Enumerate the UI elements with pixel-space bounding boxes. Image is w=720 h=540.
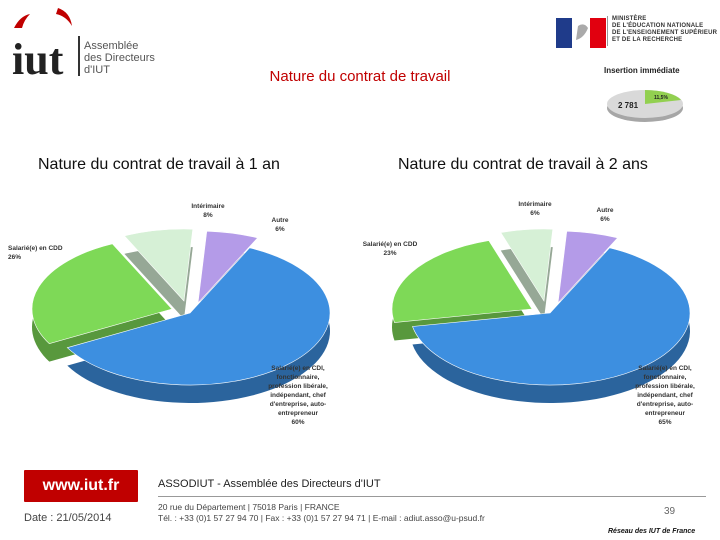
- website-link[interactable]: www.iut.fr: [24, 470, 138, 502]
- insertion-big-label: 2 781: [618, 101, 639, 110]
- pie-slice: [557, 230, 619, 304]
- pie-slice-label: Intérimaire 6%: [518, 201, 552, 217]
- pie-slice: [500, 228, 554, 302]
- ministry-line: DE L'ENSEIGNEMENT SUPÉRIEUR: [612, 30, 718, 36]
- pie-chart-1-an: Salarié(e) en CDI, fonctionnaire, professi…: [8, 203, 331, 426]
- pie-slice: [66, 247, 331, 386]
- ministry-line: ET DE LA RECHERCHE: [612, 37, 683, 43]
- insertion-pie: 2 781 11,5%: [607, 90, 683, 122]
- pie-slice: [412, 247, 691, 386]
- footer-address-block: 20 rue du Département | 75018 Paris | FR…: [158, 502, 485, 524]
- insertion-small-label: 11,5%: [654, 95, 668, 101]
- pie-chart-2-ans: Salarié(e) en CDI, fonctionnaire, professi…: [363, 201, 695, 426]
- insertion-title: Insertion immédiate: [604, 66, 680, 75]
- page-number: 39: [664, 506, 676, 517]
- marianne-logo: [556, 18, 606, 48]
- pie-slice-label: Intérimaire 8%: [191, 203, 225, 219]
- pie-slice-label: Salarié(e) en CDI, fonctionnaire, professi…: [268, 365, 328, 426]
- ministry-divider: [607, 16, 608, 46]
- logo-line: des Directeurs: [84, 52, 155, 64]
- logo-line: d'IUT: [84, 64, 110, 76]
- logo-divider: [78, 36, 80, 76]
- network-signature: Réseau des IUT de France: [608, 528, 696, 535]
- pie-slice: [123, 228, 194, 302]
- pie-slice-label: Salarié(e) en CDD 26%: [8, 245, 63, 261]
- ministry-line: DE L'ÉDUCATION NATIONALE: [612, 23, 704, 29]
- ministry-line: MINISTÈRE: [612, 16, 647, 22]
- footer-contact: Tél. : +33 (0)1 57 27 94 70 | Fax : +33 …: [158, 513, 485, 523]
- footer-address: 20 rue du Département | 75018 Paris | FR…: [158, 502, 340, 512]
- pie-slice-label: Salarié(e) en CDD 23%: [363, 241, 418, 257]
- chart-left-title: Nature du contrat de travail à 1 an: [38, 156, 280, 173]
- logo-line: Assemblée: [84, 40, 139, 52]
- pie-slice: [31, 243, 173, 345]
- footer-divider: [158, 496, 706, 497]
- pie-slice-label: Salarié(e) en CDI, fonctionnaire, professi…: [635, 365, 695, 426]
- footer-date: Date : 21/05/2014: [24, 512, 112, 524]
- pie-slice-label: Autre 6%: [597, 207, 614, 223]
- pie-slice: [391, 240, 533, 323]
- ministry-text: MINISTÈRE DE L'ÉDUCATION NATIONALE DE L'…: [612, 16, 717, 44]
- pie-slice-label: Autre 6%: [272, 217, 289, 233]
- page-title: Nature du contrat de travail: [269, 68, 451, 85]
- logo-text: Assemblée des Directeurs d'IUT: [84, 40, 155, 76]
- chart-right-title: Nature du contrat de travail à 2 ans: [398, 156, 648, 173]
- footer-org: ASSODIUT - Assemblée des Directeurs d'IU…: [158, 478, 381, 490]
- iut-logo: iut: [12, 8, 72, 80]
- pie-slice: [197, 230, 259, 304]
- svg-text:iut: iut: [12, 35, 64, 80]
